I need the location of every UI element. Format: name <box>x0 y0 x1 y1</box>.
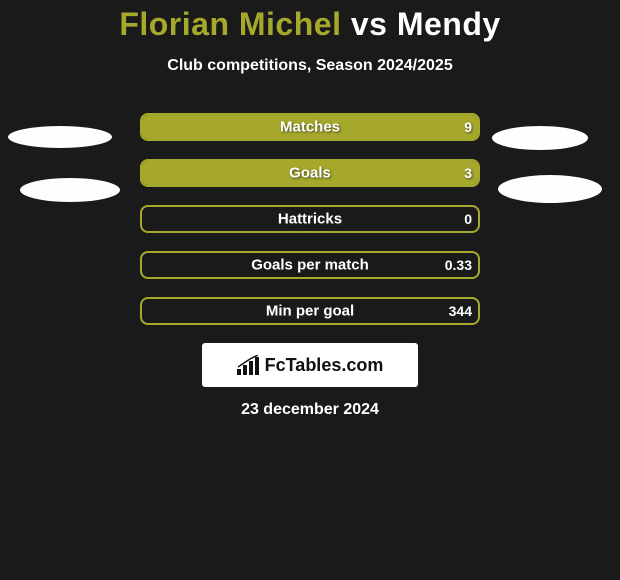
stat-row-min-per-goal: Min per goal 344 <box>140 297 480 325</box>
bar-fill-left <box>142 161 478 185</box>
stat-row-goals-per-match: Goals per match 0.33 <box>140 251 480 279</box>
date-text: 23 december 2024 <box>0 401 620 419</box>
bar-outline <box>140 113 480 141</box>
decor-ellipse <box>20 178 120 202</box>
decor-ellipse <box>8 126 112 148</box>
player1-name: Florian Michel <box>119 6 341 42</box>
decor-ellipse <box>492 126 588 150</box>
bar-fill-left <box>142 115 478 139</box>
stat-row-hattricks: Hattricks 0 <box>140 205 480 233</box>
bars-icon <box>237 355 261 375</box>
stat-row-goals: Goals 3 <box>140 159 480 187</box>
bar-outline <box>140 159 480 187</box>
logo: FcTables.com <box>237 355 384 376</box>
stat-row-matches: Matches 9 <box>140 113 480 141</box>
comparison-infographic: Florian Michel vs Mendy Club competition… <box>0 0 620 419</box>
bar-outline <box>140 251 480 279</box>
page-title: Florian Michel vs Mendy <box>0 6 620 43</box>
player2-name: Mendy <box>397 6 501 42</box>
decor-ellipse <box>498 175 602 203</box>
logo-text: FcTables.com <box>265 355 384 376</box>
bar-outline <box>140 205 480 233</box>
bar-outline <box>140 297 480 325</box>
subtitle: Club competitions, Season 2024/2025 <box>0 57 620 75</box>
vs-text: vs <box>351 6 388 42</box>
logo-box: FcTables.com <box>202 343 418 387</box>
